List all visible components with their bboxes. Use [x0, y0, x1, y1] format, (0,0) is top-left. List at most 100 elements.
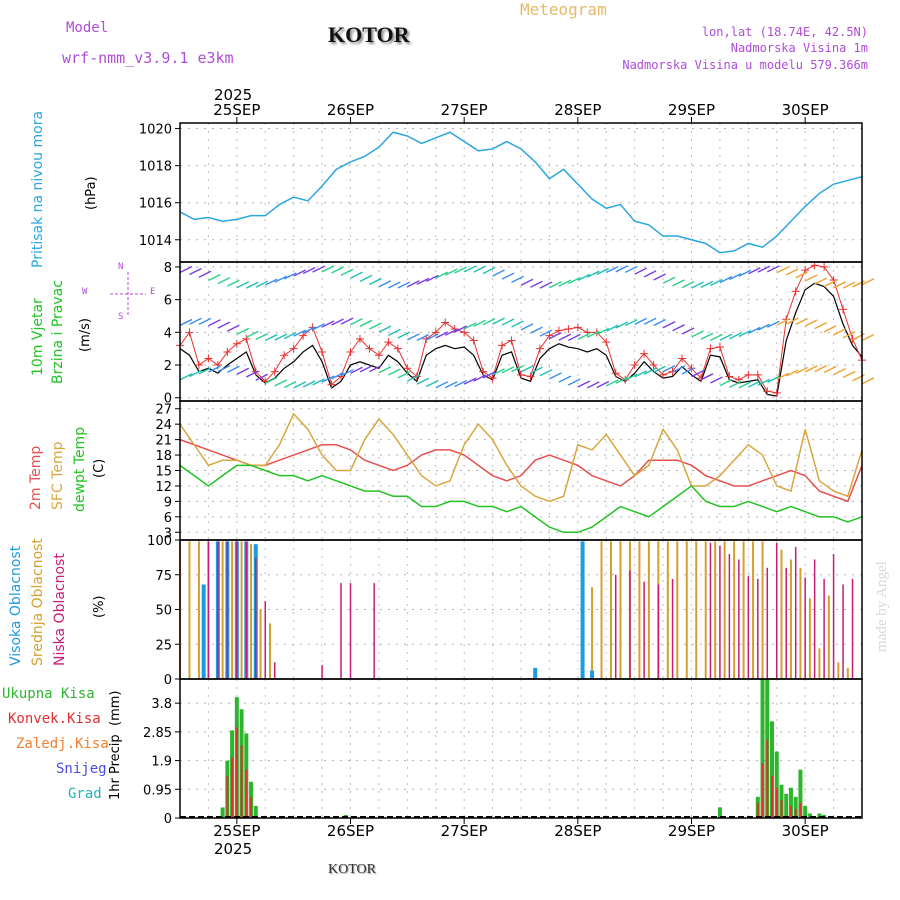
- wind-direction-arrow: [662, 364, 676, 373]
- wind-direction-arrow: [539, 369, 553, 377]
- cloud-panel-frame: [179, 539, 863, 680]
- wind-direction-arrow: [359, 319, 373, 327]
- wind-direction-arrow: [245, 370, 259, 378]
- wind-direction-arrow: [710, 333, 723, 342]
- wind-gust-marker: [725, 372, 734, 381]
- wind-direction-arrow: [766, 265, 780, 273]
- cloud-mid-bar: [714, 541, 717, 679]
- cloud-mid-bar: [676, 541, 679, 679]
- day-label-bottom: 25SEP: [213, 822, 260, 840]
- wind-gust-marker: [289, 344, 298, 353]
- precip-ytick-label: 2.85: [143, 726, 172, 741]
- wind-direction-arrow: [634, 267, 647, 275]
- wind-direction-arrow: [425, 274, 439, 282]
- wind-direction-arrow: [511, 275, 524, 283]
- cloud-low-bar: [738, 559, 740, 679]
- wind-direction-arrow: [596, 380, 610, 389]
- wind-direction-arrow: [416, 277, 430, 286]
- wind-direction-arrow: [766, 320, 780, 328]
- wind-gust-marker: [242, 334, 251, 343]
- wind-direction-arrow: [681, 281, 695, 289]
- wind-direction-arrow: [350, 271, 363, 279]
- cloud-mid-bar: [197, 541, 200, 679]
- cloud-low-bar: [709, 542, 712, 679]
- wind-ytick-label: 4: [164, 326, 172, 341]
- wind-direction-arrow: [596, 327, 610, 335]
- cloud-low-bar: [264, 601, 266, 679]
- wind-direction-arrow: [833, 281, 846, 289]
- wind-direction-arrow: [236, 281, 250, 289]
- wind-direction-arrow: [302, 266, 316, 275]
- wind-direction-arrow: [321, 320, 335, 328]
- precip-total-bar: [760, 679, 765, 818]
- wind-direction-arrow: [833, 368, 846, 376]
- wind-ytick-label: 8: [164, 261, 172, 276]
- cloud-low-bar: [719, 545, 721, 679]
- wind-direction-arrow: [681, 367, 695, 375]
- wind-direction-arrow: [549, 281, 562, 289]
- wind-direction-arrow: [350, 317, 363, 326]
- location-title: KOTOR: [328, 22, 410, 47]
- wind-gust-marker: [488, 374, 497, 383]
- precip-conv-bar: [799, 802, 802, 818]
- temp-ytick-label: 21: [155, 434, 172, 449]
- cloud-ytick-label: 25: [155, 638, 172, 653]
- wind-direction-arrow: [653, 273, 666, 281]
- wind-gust-marker: [280, 351, 289, 360]
- wind-direction-arrow: [283, 272, 297, 280]
- precip-conv-bar: [794, 808, 797, 818]
- wind-direction-arrow: [738, 269, 752, 277]
- cloud-low-bar: [757, 578, 759, 679]
- wind-direction-arrow: [208, 365, 221, 373]
- wind-direction-arrow: [662, 321, 676, 329]
- model-label: Model: [66, 20, 109, 36]
- wind-speed-line: [179, 282, 863, 397]
- wind-direction-arrow: [482, 266, 496, 275]
- wind-direction-arrow: [227, 324, 240, 332]
- wind-direction-arrow: [719, 333, 733, 341]
- wind-gust-marker: [507, 336, 516, 345]
- temp-panel-frame: [179, 400, 863, 541]
- cloud-low-bar: [832, 553, 835, 679]
- precip-total-bar: [807, 813, 812, 818]
- temp-2m-line: [179, 438, 863, 503]
- compass-north: N: [118, 262, 124, 272]
- legend-frozen-rain: Zaledj.Kisa: [16, 736, 109, 752]
- wind-direction-arrow: [577, 332, 591, 341]
- cloud-mid-bar: [600, 541, 603, 679]
- year-bottom: 2025: [214, 840, 253, 858]
- wind-direction-arrow: [766, 375, 780, 384]
- pressure-line: [179, 131, 863, 254]
- cloud-low-bar: [614, 574, 617, 679]
- cloud-low-bar: [255, 558, 257, 679]
- wind-direction-arrow: [397, 371, 411, 379]
- wind-direction-arrow: [189, 369, 202, 378]
- wind-direction-arrow: [293, 269, 306, 277]
- day-label-bottom: 27SEP: [441, 822, 488, 840]
- wind-direction-arrow: [615, 376, 629, 384]
- meteogram-title: Meteogram: [520, 0, 607, 19]
- wind-direction-arrow: [312, 323, 325, 331]
- wind-direction-arrow: [662, 276, 676, 284]
- wind-direction-arrow: [748, 267, 761, 275]
- wind-direction-arrow: [397, 331, 411, 339]
- wind-direction-arrow: [615, 321, 629, 329]
- wind-gust-marker: [744, 370, 753, 379]
- compass-south: S: [118, 312, 124, 322]
- wind-direction-arrow: [264, 278, 278, 286]
- wind-direction-arrow: [539, 329, 553, 337]
- wind-direction-arrow: [577, 273, 591, 282]
- wind-gust-marker: [232, 339, 241, 348]
- wind-gust-marker: [715, 343, 724, 352]
- wind-direction-arrow: [463, 265, 477, 273]
- wind-direction-arrow: [520, 278, 534, 286]
- wind-direction-arrow: [605, 265, 619, 274]
- precip-ytick-label: 3.8: [151, 697, 172, 712]
- wind-direction-arrow: [586, 330, 600, 338]
- wind-direction-arrow: [208, 273, 221, 282]
- wind-direction-arrow: [511, 320, 524, 328]
- wind-direction-arrow: [397, 281, 411, 289]
- cloud-mid-bar: [837, 662, 840, 679]
- cloud-mid-bar: [752, 541, 755, 679]
